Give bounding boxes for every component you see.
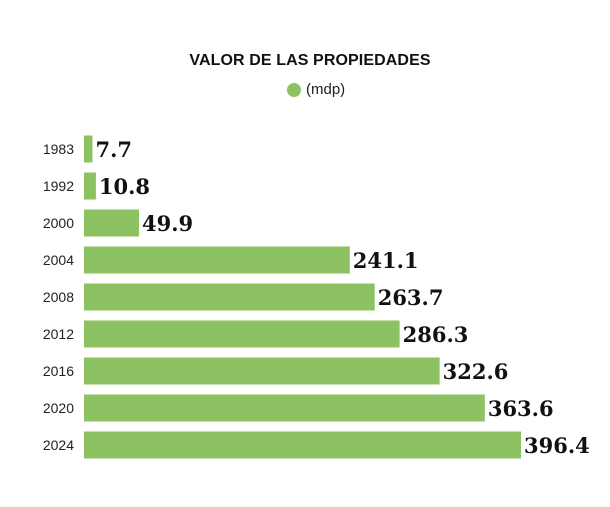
bar-2016 <box>84 357 440 385</box>
bar-1983 <box>84 135 93 163</box>
bar-2004 <box>84 246 350 274</box>
value-label-1992: 10.8 <box>99 174 150 199</box>
tick-label-2016: 2016 <box>43 363 74 379</box>
bar-2020 <box>84 394 485 422</box>
bar-2024 <box>84 431 521 459</box>
tick-label-1992: 1992 <box>43 178 74 194</box>
tick-label-2008: 2008 <box>43 289 74 305</box>
tick-label-2012: 2012 <box>43 326 74 342</box>
bar-2008 <box>84 283 375 311</box>
value-label-2004: 241.1 <box>353 248 419 273</box>
tick-label-2020: 2020 <box>43 400 74 416</box>
tick-label-1983: 1983 <box>43 141 74 157</box>
legend-label: (mdp) <box>306 81 346 98</box>
value-label-2016: 322.6 <box>443 359 509 384</box>
value-label-2008: 263.7 <box>378 285 444 310</box>
legend-swatch <box>287 82 301 97</box>
chart-title: VALOR DE LAS PROPIEDADES <box>189 52 431 69</box>
bar-2000 <box>84 209 140 237</box>
legend: (mdp) <box>287 81 345 98</box>
bar-1992 <box>84 172 96 200</box>
value-label-2020: 363.6 <box>488 396 554 421</box>
value-label-2012: 286.3 <box>403 322 469 347</box>
value-label-1983: 7.7 <box>95 137 132 162</box>
tick-label-2000: 2000 <box>43 215 74 231</box>
tick-label-2004: 2004 <box>43 252 74 268</box>
value-label-2000: 49.9 <box>142 211 193 236</box>
tick-label-2024: 2024 <box>43 437 74 453</box>
value-label-2024: 396.4 <box>524 433 590 458</box>
bar-2012 <box>84 320 400 348</box>
